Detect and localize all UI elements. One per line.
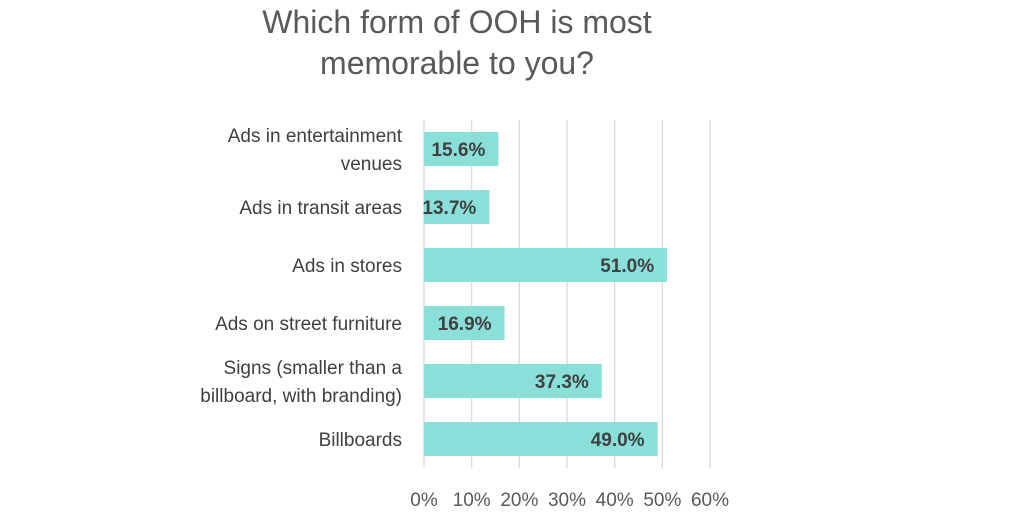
- x-tick-label: 60%: [691, 490, 729, 511]
- bars: [424, 132, 668, 456]
- gridlines: [423, 120, 711, 468]
- x-tick-label: 40%: [596, 490, 634, 511]
- category-label: Ads in entertainment venues: [228, 126, 403, 175]
- bar: [424, 190, 490, 224]
- x-axis-tick-labels: 0% 10% 20% 30% 40% 50% 60%: [410, 490, 729, 511]
- category-label: Billboards: [319, 430, 402, 451]
- x-tick-label: 20%: [500, 490, 538, 511]
- bar: [424, 364, 602, 398]
- x-tick-label: 0%: [410, 490, 438, 511]
- data-label: 16.9%: [438, 314, 492, 335]
- category-label-line: Billboards: [319, 430, 402, 451]
- category-label-line: billboard, with branding): [200, 386, 402, 407]
- bar: [424, 132, 499, 166]
- data-label: 13.7%: [422, 198, 476, 219]
- category-labels: Ads in entertainment venues Ads in transit…: [200, 126, 402, 451]
- category-label-line: Ads on street furniture: [215, 314, 402, 335]
- x-tick-label: 10%: [453, 490, 491, 511]
- category-label: Ads on street furniture: [215, 314, 402, 335]
- category-label-line: venues: [341, 154, 402, 175]
- bar: [424, 306, 505, 340]
- x-tick-label: 30%: [548, 490, 586, 511]
- category-label: Ads in transit areas: [239, 198, 402, 219]
- category-label-line: Ads in transit areas: [239, 198, 402, 219]
- chart-title-line-1: Which form of OOH is most: [262, 4, 652, 40]
- chart-title-line-2: memorable to you?: [320, 45, 594, 81]
- category-label: Signs (smaller than a billboard, with bra…: [200, 358, 402, 407]
- category-label-line: Ads in entertainment: [228, 126, 403, 147]
- data-label: 51.0%: [600, 256, 654, 277]
- chart-title: Which form of OOH is most memorable to y…: [200, 2, 714, 84]
- value-labels: 15.6% 13.7% 51.0% 16.9% 37.3% 49.0%: [422, 140, 654, 451]
- bar: [424, 422, 658, 456]
- category-label: Ads in stores: [292, 256, 402, 277]
- category-label-line: Ads in stores: [292, 256, 402, 277]
- x-tick-label: 50%: [643, 490, 681, 511]
- category-label-line: Signs (smaller than a: [224, 358, 403, 379]
- bar: [424, 248, 668, 282]
- data-label: 15.6%: [431, 140, 485, 161]
- data-label: 37.3%: [535, 372, 589, 393]
- data-label: 49.0%: [591, 430, 645, 451]
